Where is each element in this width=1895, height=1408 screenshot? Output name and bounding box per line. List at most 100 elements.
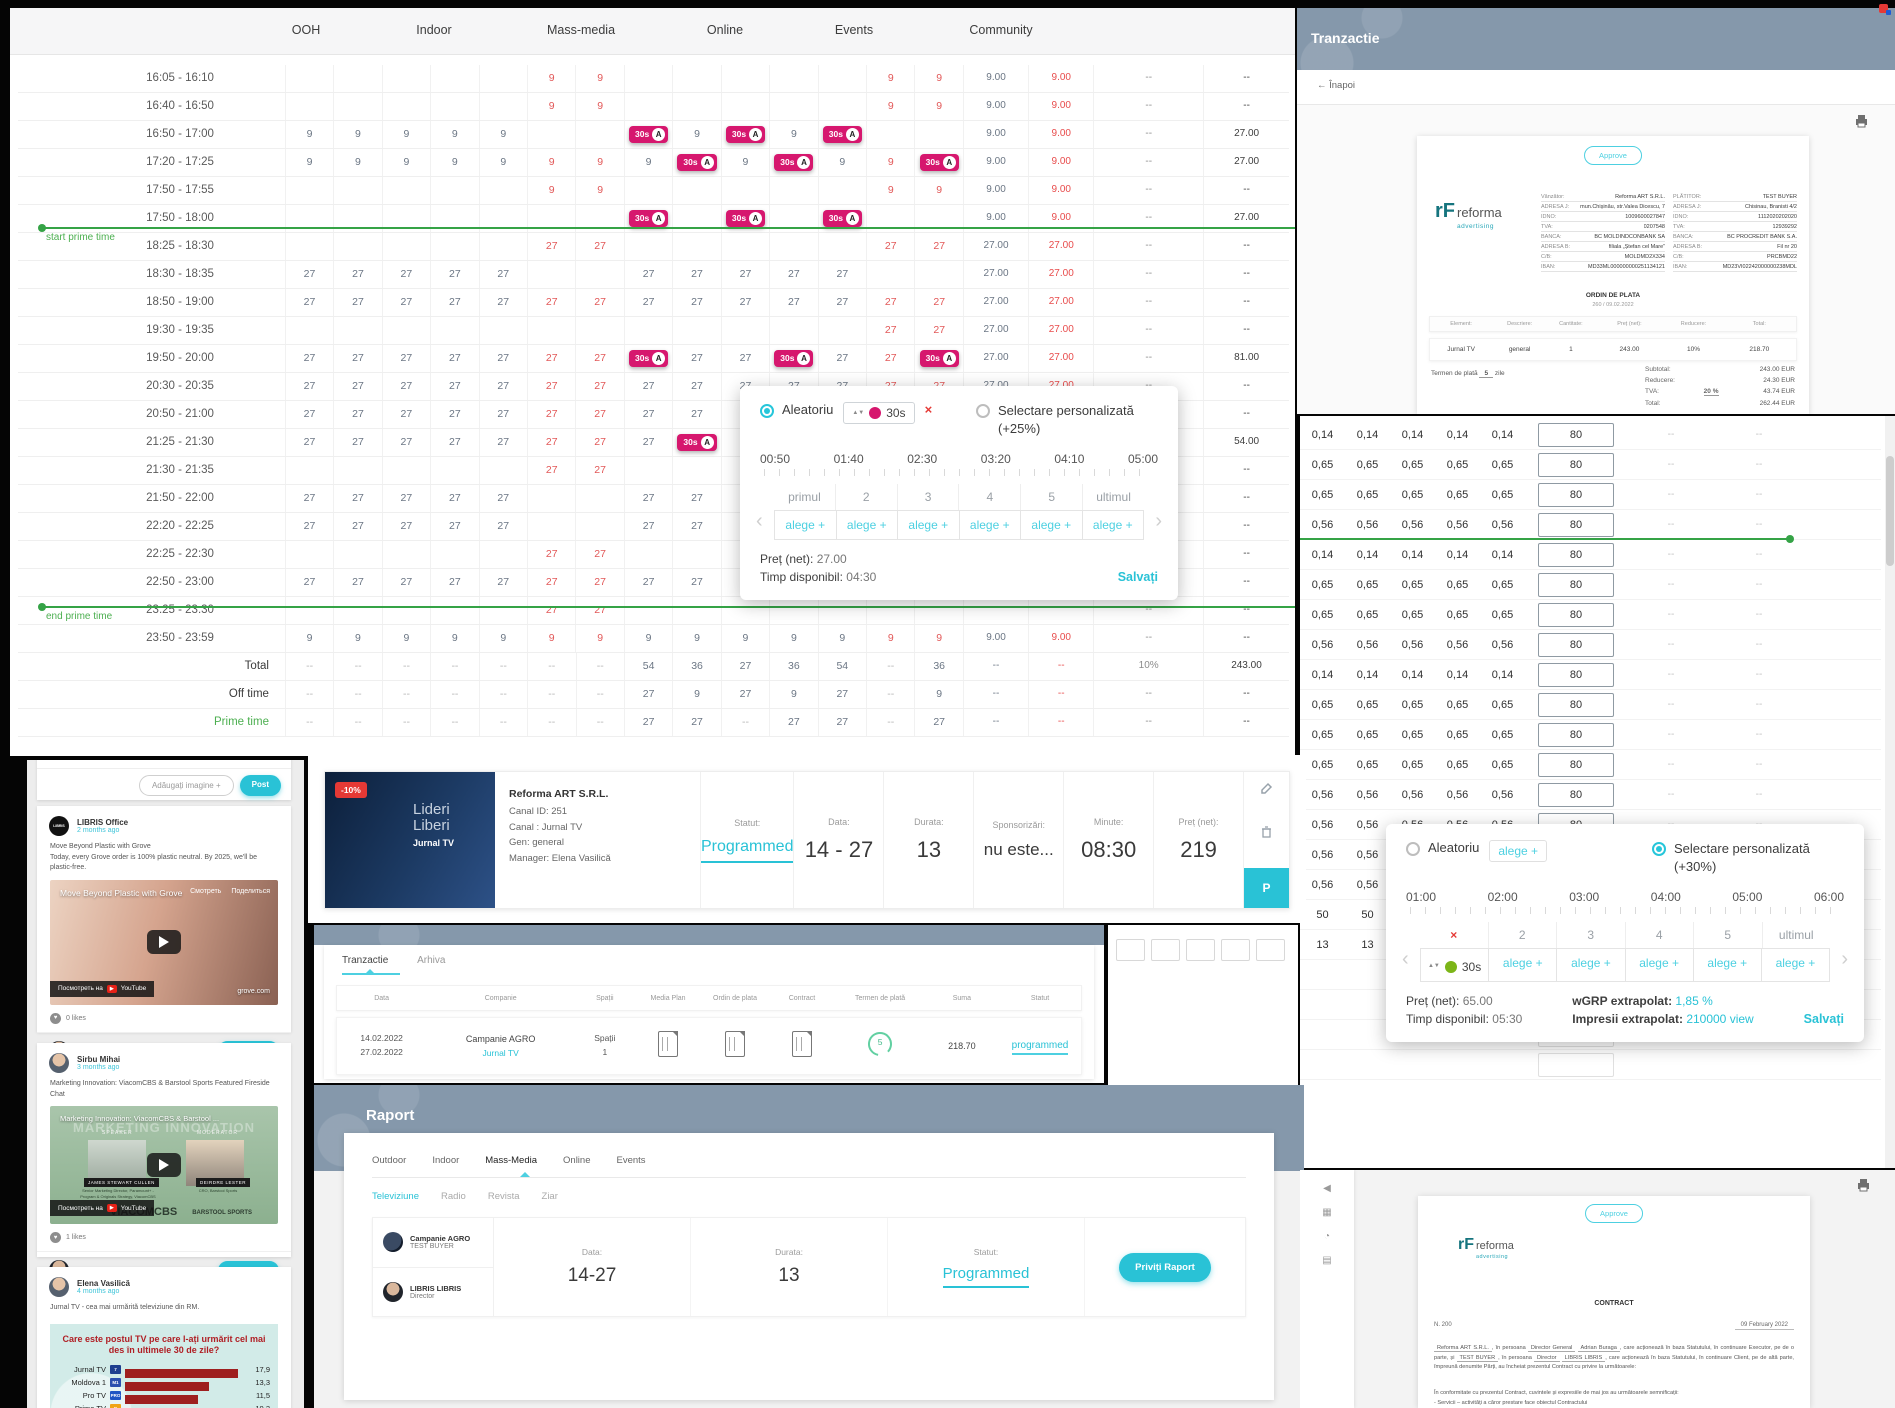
duration-spinner[interactable]: ▲▼ 30s [843, 402, 915, 424]
status-badge[interactable]: programmed [1011, 1040, 1069, 1055]
aleatoriu-alege-button[interactable]: alege + [1489, 840, 1548, 862]
spot-badge-30s[interactable]: 30s A [628, 349, 669, 367]
rate-input[interactable]: 80 [1538, 572, 1614, 597]
share-badge[interactable]: Поделиться [231, 887, 270, 895]
tab-events[interactable]: Events [834, 23, 874, 37]
chevron-right-icon[interactable]: › [1155, 510, 1162, 533]
subtab-ziar[interactable]: Ziar [541, 1191, 558, 1202]
alege-button[interactable]: alege + [897, 511, 959, 540]
alege-button[interactable]: alege + [1556, 949, 1624, 981]
alege-button[interactable]: alege + [958, 511, 1021, 540]
spot-badge-30s[interactable]: 30s A [628, 209, 669, 227]
spot-badge-30s[interactable]: 30s A [628, 125, 669, 143]
tab-indoor[interactable]: Indoor [432, 1155, 460, 1166]
schedule-cell[interactable]: 30s A [720, 205, 769, 232]
rate-input[interactable]: 80 [1538, 692, 1614, 717]
spot-badge-30s[interactable]: 30s A [822, 209, 862, 227]
schedule-cell[interactable]: 30s A [623, 205, 672, 232]
custom-radio[interactable] [976, 404, 990, 418]
rate-input[interactable]: 80 [1538, 512, 1614, 537]
apps-icon[interactable]: ▦ [1322, 1207, 1332, 1218]
scrollbar[interactable] [1885, 416, 1895, 1168]
rate-input[interactable]: 80 [1538, 782, 1614, 807]
spot-badge-30s[interactable]: 30s A [677, 433, 717, 451]
edit-icon[interactable] [1260, 782, 1273, 795]
spot-badge-30s[interactable]: 30s A [822, 125, 862, 143]
document-icon[interactable]: ▤ [1322, 1255, 1332, 1266]
media-plan-document-icon[interactable] [658, 1030, 679, 1057]
termen-days-input[interactable]: 5 [1479, 370, 1494, 378]
spot-badge-30s[interactable]: 30s A [725, 125, 766, 143]
chevron-right-icon[interactable]: › [1841, 948, 1848, 971]
rate-input[interactable]: 80 [1538, 722, 1614, 747]
p-button[interactable]: P [1244, 868, 1289, 908]
schedule-cell[interactable]: 30s A [623, 121, 672, 148]
tab-outdoor[interactable]: Outdoor [372, 1155, 407, 1166]
rate-input[interactable]: 80 [1538, 422, 1614, 447]
close-icon[interactable]: × [924, 402, 933, 417]
tab-mass-media[interactable]: Mass-Media [485, 1155, 538, 1166]
rate-input[interactable]: 80 [1538, 752, 1614, 777]
tab-events[interactable]: Events [616, 1155, 646, 1166]
tab-online[interactable]: Online [706, 23, 744, 37]
schedule-cell[interactable]: 30s A [769, 149, 817, 176]
transaction-row[interactable]: 14.02.2022 27.02.2022 Campanie AGRO Jurnal… [336, 1017, 1082, 1075]
rate-input[interactable]: 80 [1538, 602, 1614, 627]
spinner-arrows-icon[interactable]: ▲▼ [1427, 963, 1440, 970]
megaphone-icon[interactable]: ◀ [1323, 1183, 1331, 1194]
spot-badge-30s[interactable]: 30s A [774, 153, 814, 171]
post-time[interactable]: 4 months ago [77, 1288, 120, 1295]
duration-spinner-box[interactable]: ▲▼ 30s [1427, 959, 1482, 974]
video-thumbnail[interactable]: Move Beyond Plastic with Grove Смотреть П… [50, 879, 278, 1005]
alege-button[interactable]: alege + [1760, 949, 1829, 981]
aleatoriu-radio[interactable] [760, 404, 774, 418]
custom-radio[interactable] [1652, 842, 1666, 856]
save-button[interactable]: Salvați [1117, 570, 1158, 585]
rate-input[interactable]: 80 [1538, 632, 1614, 657]
chevron-left-icon[interactable]: ‹ [1402, 948, 1409, 971]
like-icon[interactable]: ♥ [50, 1012, 61, 1024]
post-time[interactable]: 2 months ago [77, 827, 120, 834]
tab-arhiva[interactable]: Arhiva [417, 955, 446, 966]
channel-link[interactable]: Jurnal TV [482, 1047, 519, 1058]
watch-later-badge[interactable]: Смотреть [190, 887, 222, 895]
schedule-cell[interactable]: 30s A [769, 345, 817, 372]
tab-community[interactable]: Community [969, 23, 1033, 37]
subtab-radio[interactable]: Radio [441, 1191, 466, 1202]
view-report-button[interactable]: Priviți Raport [1119, 1252, 1211, 1282]
rate-input[interactable]: 80 [1538, 542, 1614, 567]
spinner-arrows-icon[interactable]: ▲▼ [852, 409, 865, 416]
tab-ooh[interactable]: OOH [291, 23, 321, 37]
rate-input[interactable]: 80 [1538, 482, 1614, 507]
alege-button[interactable]: alege + [835, 511, 898, 540]
approve-button[interactable]: Approve [1584, 146, 1642, 165]
tab-tranzactie[interactable]: Tranzactie [342, 955, 389, 966]
schedule-cell[interactable]: 30s A [914, 149, 962, 176]
play-button-icon[interactable] [147, 1153, 181, 1177]
payment-order-document-icon[interactable] [725, 1030, 745, 1057]
add-image-button[interactable]: Adăugați imagine + [138, 775, 234, 796]
back-link[interactable]: ← Înapoi [1317, 80, 1356, 91]
spot-badge-30s[interactable]: 30s A [677, 153, 717, 171]
alege-button[interactable]: alege + [1081, 511, 1144, 540]
schedule-cell[interactable]: 30s A [817, 205, 866, 232]
alege-button[interactable]: alege + [1488, 949, 1556, 981]
approve-button[interactable]: Approve [1585, 1204, 1643, 1223]
schedule-cell[interactable]: 30s A [672, 429, 720, 456]
printer-icon[interactable] [1854, 114, 1869, 128]
alege-button[interactable]: alege + [1692, 949, 1761, 981]
schedule-cell[interactable]: 30s A [672, 149, 720, 176]
alege-button[interactable]: alege + [1020, 511, 1082, 540]
alege-button[interactable]: alege + [785, 518, 826, 533]
post-time[interactable]: 3 months ago [77, 1064, 120, 1071]
spot-badge-30s[interactable]: 30s A [725, 209, 766, 227]
play-button-icon[interactable] [147, 930, 181, 954]
tab-online[interactable]: Online [563, 1155, 591, 1166]
order-cell[interactable]: Jurnal TV [1447, 346, 1475, 353]
aleatoriu-radio[interactable] [1406, 842, 1420, 856]
delete-icon[interactable] [1261, 825, 1272, 838]
alege-button[interactable]: alege + [1624, 949, 1693, 981]
like-icon[interactable]: ♥ [50, 1232, 61, 1243]
printer-icon[interactable] [1856, 1178, 1871, 1192]
video-thumbnail[interactable]: MARKETING INNOVATION Marketing Innovatio… [50, 1106, 278, 1224]
